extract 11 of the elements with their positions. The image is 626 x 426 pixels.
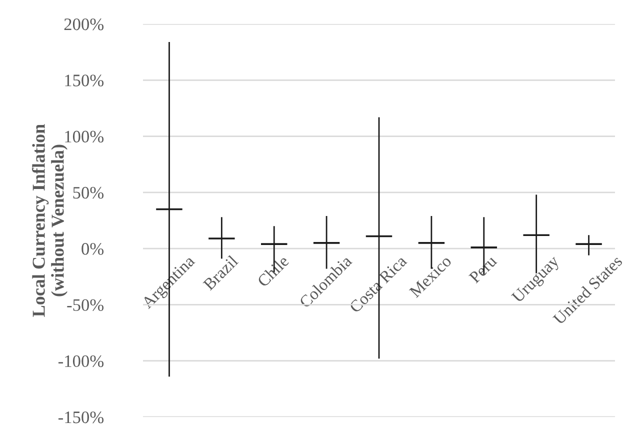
y-tick-label: -50%	[67, 299, 104, 311]
x-tick-label: Chile	[256, 254, 290, 288]
y-tick-label: -100%	[58, 355, 104, 368]
y-tick-label: 0%	[82, 243, 104, 255]
y-tick-label: 150%	[65, 74, 104, 86]
y-tick-label: -150%	[58, 411, 104, 424]
y-tick-label: 100%	[65, 130, 104, 143]
x-tick-label: Peru	[468, 254, 498, 284]
y-tick-label: 200%	[64, 18, 104, 30]
candlestick	[574, 234, 603, 256]
y-tick-label: 50%	[73, 186, 104, 199]
